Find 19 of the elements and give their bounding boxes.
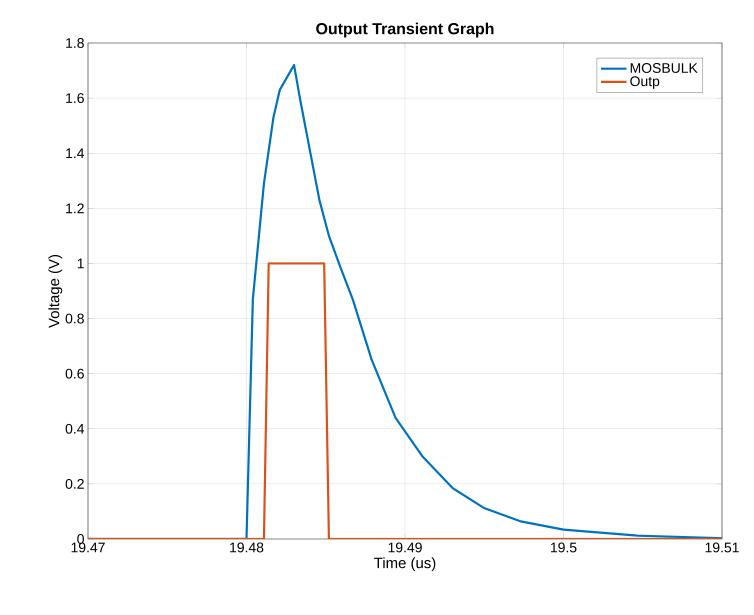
y-tick-label: 1.4 [66,148,84,158]
legend-label: MOSBULK [630,63,698,73]
x-tick-label: 19.49 [388,542,422,552]
legend-label: Outp [630,76,660,89]
x-tick-label: 19.47 [72,542,105,552]
x-tick-label: 19.48 [230,542,264,552]
y-tick-label: 1.2 [66,203,84,214]
y-tick-label: 0.4 [66,424,84,434]
y-tick-label: 1 [78,258,84,268]
y-tick-label: 0.2 [66,478,84,489]
y-tick-label: 0.8 [66,314,84,324]
y-tick-label: 1.6 [66,93,84,104]
y-axis-title: Voltage (V) [48,254,62,328]
y-tick-label: 0.6 [66,368,84,379]
x-tick-label: 19.5 [550,542,576,552]
x-tick-label: 19.51 [706,542,739,552]
y-tick-label: 1.8 [66,38,84,48]
chart-title: Output Transient Graph [316,22,494,38]
x-axis-title: Time (us) [374,557,436,572]
